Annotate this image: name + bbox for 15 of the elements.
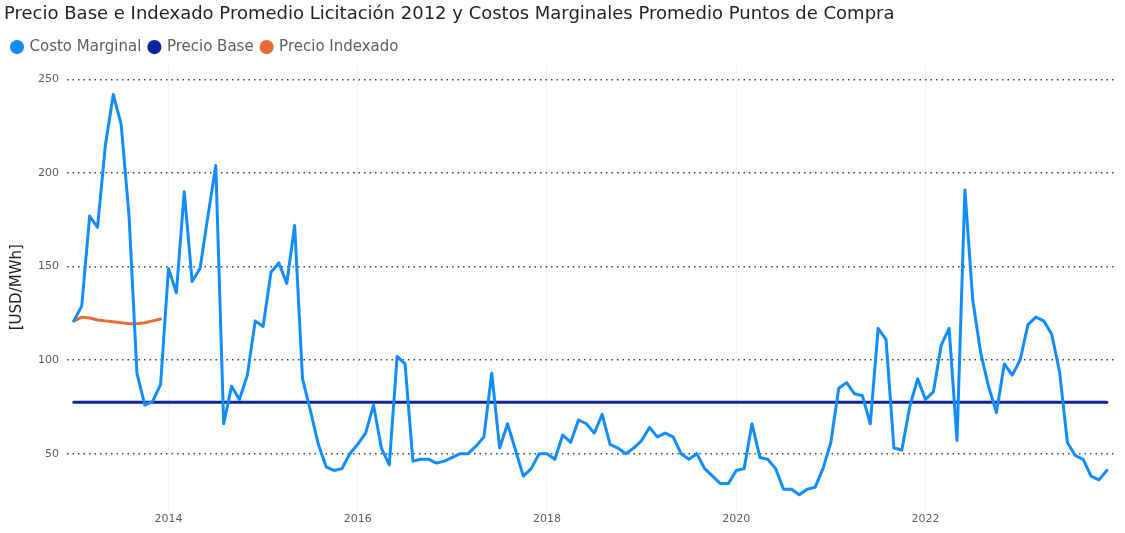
x-tick-label: 2020 (722, 512, 751, 526)
x-tick-label: 2016 (343, 512, 372, 526)
y-tick-label: 150 (38, 259, 59, 273)
y-tick-label: 250 (38, 72, 59, 86)
y-axis-title: [USD/MWh] (6, 244, 25, 331)
legend-label: Costo Marginal (29, 36, 142, 55)
x-tick-label: 2022 (911, 512, 940, 526)
x-tick-label: 2018 (532, 512, 561, 526)
y-tick-label: 100 (38, 353, 59, 367)
legend-label: Precio Base (166, 36, 254, 55)
x-tick-label: 2014 (154, 512, 183, 526)
chart-title: Precio Base e Indexado Promedio Licitación 2012 y Costos Marginales Promedio Puntos de Compra (4, 2, 895, 24)
y-tick-label: 200 (38, 165, 59, 179)
legend-label: Precio Indexado (279, 36, 399, 55)
y-tick-label: 50 (45, 446, 59, 460)
